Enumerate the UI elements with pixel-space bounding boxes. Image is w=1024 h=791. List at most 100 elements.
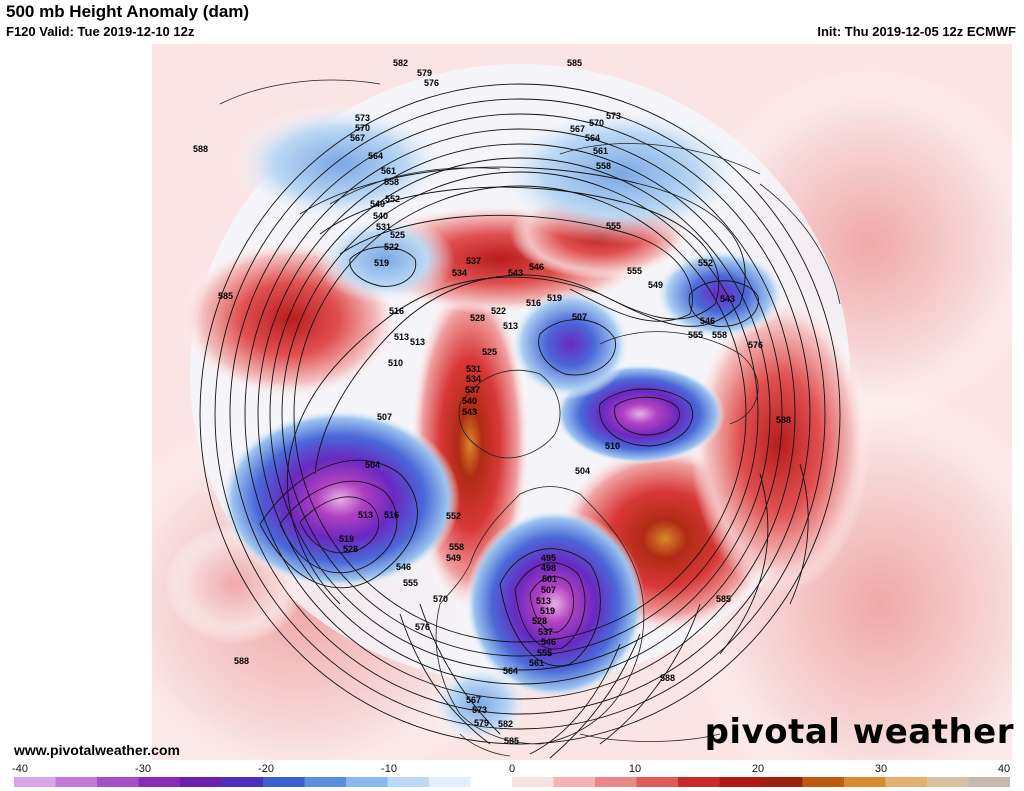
- svg-text:588: 588: [776, 415, 791, 425]
- svg-text:573: 573: [355, 113, 370, 123]
- colorbar-tick-label: -40: [12, 763, 28, 775]
- svg-text:570: 570: [433, 594, 448, 604]
- colorbar-swatch: [470, 777, 513, 787]
- svg-text:513: 513: [410, 337, 425, 347]
- svg-text:504: 504: [575, 466, 590, 476]
- svg-text:579: 579: [417, 68, 432, 78]
- map-canvas: 582 579 576 573 570 567 564 561 558 552 …: [152, 44, 1012, 760]
- colorbar-swatch: [968, 777, 1010, 787]
- svg-text:582: 582: [393, 58, 408, 68]
- svg-text:555: 555: [403, 578, 418, 588]
- svg-text:522: 522: [491, 306, 506, 316]
- svg-text:519: 519: [540, 606, 555, 616]
- svg-text:495: 495: [541, 553, 556, 563]
- svg-text:504: 504: [365, 460, 380, 470]
- colorbar-swatch: [927, 777, 969, 787]
- svg-text:573: 573: [472, 705, 487, 715]
- svg-text:567: 567: [570, 124, 585, 134]
- svg-text:555: 555: [537, 648, 552, 658]
- colorbar-swatch: [429, 777, 471, 787]
- init-time: Init: Thu 2019-12-05 12z ECMWF: [817, 24, 1016, 39]
- svg-text:528: 528: [343, 544, 358, 554]
- svg-text:558: 558: [384, 177, 399, 187]
- svg-text:588: 588: [234, 656, 249, 666]
- colorbar-swatch: [97, 777, 139, 787]
- svg-text:576: 576: [748, 340, 763, 350]
- svg-text:585: 585: [567, 58, 582, 68]
- svg-text:525: 525: [482, 347, 497, 357]
- svg-text:516: 516: [384, 510, 399, 520]
- svg-text:498: 498: [541, 563, 556, 573]
- colorbar-tick-label: 20: [751, 763, 765, 775]
- colorbar-swatch: [885, 777, 928, 787]
- svg-text:531: 531: [376, 222, 391, 232]
- svg-text:558: 558: [596, 161, 611, 171]
- height-contours: [199, 83, 841, 759]
- colorbar-tick-label: 0: [508, 763, 516, 775]
- anomaly-shading: [152, 44, 1012, 760]
- svg-text:555: 555: [627, 266, 642, 276]
- svg-text:567: 567: [350, 133, 365, 143]
- svg-text:570: 570: [589, 118, 604, 128]
- colorbar-tick-label: -20: [258, 763, 274, 775]
- svg-text:564: 564: [585, 133, 600, 143]
- colorbar-tick-label: 10: [628, 763, 642, 775]
- header-bar: 500 mb Height Anomaly (dam) F120 Valid: …: [0, 0, 1024, 44]
- colorbar-swatch: [55, 777, 98, 787]
- svg-text:588: 588: [660, 673, 675, 683]
- colorbar-swatch: [304, 777, 347, 787]
- svg-text:534: 534: [452, 268, 467, 278]
- svg-text:513: 513: [358, 510, 373, 520]
- colorbar-swatch: [387, 777, 430, 787]
- colorbar-swatch: [180, 777, 222, 787]
- colorbar-strip: [14, 777, 1010, 787]
- svg-text:561: 561: [381, 166, 396, 176]
- weather-map: 582 579 576 573 570 567 564 561 558 552 …: [0, 44, 1024, 760]
- colorbar-swatch: [595, 777, 637, 787]
- svg-text:585: 585: [218, 291, 233, 301]
- coastlines: [219, 79, 841, 757]
- colorbar-tick-label: 40: [997, 763, 1011, 775]
- svg-text:534: 534: [466, 374, 481, 384]
- colorbar-swatch: [802, 777, 845, 787]
- svg-text:540: 540: [462, 396, 477, 406]
- website-url: www.pivotalweather.com: [14, 742, 180, 758]
- colorbar-swatch: [221, 777, 264, 787]
- colorbar-swatch: [719, 777, 762, 787]
- svg-text:549: 549: [446, 553, 461, 563]
- colorbar-swatch: [553, 777, 596, 787]
- svg-text:555: 555: [688, 330, 703, 340]
- svg-text:546: 546: [700, 316, 715, 326]
- svg-text:510: 510: [388, 358, 403, 368]
- svg-text:546: 546: [529, 262, 544, 272]
- svg-text:537: 537: [466, 256, 481, 266]
- colorbar-tick-label: -30: [135, 763, 151, 775]
- svg-text:570: 570: [355, 123, 370, 133]
- colorbar-tick-label: -10: [381, 763, 397, 775]
- svg-text:561: 561: [593, 146, 608, 156]
- svg-text:507: 507: [377, 412, 392, 422]
- svg-text:588: 588: [193, 144, 208, 154]
- svg-text:585: 585: [504, 736, 519, 746]
- colorbar-swatch: [346, 777, 388, 787]
- svg-text:564: 564: [503, 666, 518, 676]
- svg-text:501: 501: [542, 574, 557, 584]
- svg-text:573: 573: [606, 111, 621, 121]
- svg-text:540: 540: [373, 211, 388, 221]
- svg-text:513: 513: [536, 596, 551, 606]
- svg-text:549: 549: [648, 280, 663, 290]
- svg-text:579: 579: [474, 718, 489, 728]
- svg-text:546: 546: [396, 562, 411, 572]
- svg-text:519: 519: [374, 258, 389, 268]
- colorbar-swatch: [138, 777, 181, 787]
- svg-text:555: 555: [606, 221, 621, 231]
- svg-text:543: 543: [720, 294, 735, 304]
- colorbar-swatch: [844, 777, 886, 787]
- colorbar-tick-label: 30: [874, 763, 888, 775]
- svg-text:564: 564: [368, 151, 383, 161]
- brand-logo: pivotal weather: [704, 712, 1014, 752]
- svg-text:552: 552: [446, 511, 461, 521]
- map-title: 500 mb Height Anomaly (dam): [6, 2, 250, 21]
- colorbar-swatch: [263, 777, 305, 787]
- svg-text:552: 552: [385, 194, 400, 204]
